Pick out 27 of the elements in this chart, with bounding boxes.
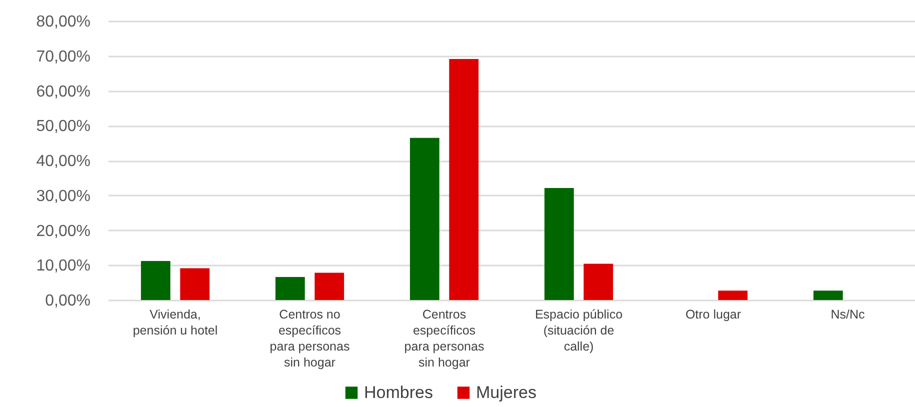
y-tick-label: 0,00% — [45, 292, 90, 310]
x-tick-label: Vivienda, pensión u hotel — [132, 308, 218, 338]
y-tick-label: 60,00% — [36, 83, 90, 100]
y-tick-label: 30,00% — [36, 188, 90, 205]
y-tick-label: 80,00% — [36, 14, 90, 30]
x-tick-label: Espacio público (situación de calle) — [534, 308, 623, 354]
x-tick-label: Centros no específicos para personas sin hogar — [270, 308, 350, 370]
bar — [275, 276, 305, 300]
bar — [449, 59, 479, 300]
y-tick-label: 50,00% — [36, 118, 90, 136]
bar — [584, 264, 614, 300]
bar — [718, 290, 748, 300]
y-tick-label: 20,00% — [36, 222, 90, 240]
bar — [544, 188, 574, 300]
bar — [410, 138, 440, 300]
x-tick-label: Centros específicos para personas sin hogar — [404, 308, 484, 370]
x-tick-label: Ns/Nc — [830, 308, 865, 322]
y-tick-label: 70,00% — [36, 48, 90, 66]
legend-label: Hombres — [364, 382, 433, 402]
y-tick-label: 10,00% — [36, 258, 90, 275]
y-tick-label: 40,00% — [36, 153, 90, 170]
legend-label: Mujeres — [476, 382, 536, 402]
bar — [813, 290, 843, 300]
bar — [140, 260, 170, 300]
x-tick-label: Otro lugar — [685, 308, 742, 322]
bar — [314, 272, 344, 300]
bar — [180, 268, 210, 300]
